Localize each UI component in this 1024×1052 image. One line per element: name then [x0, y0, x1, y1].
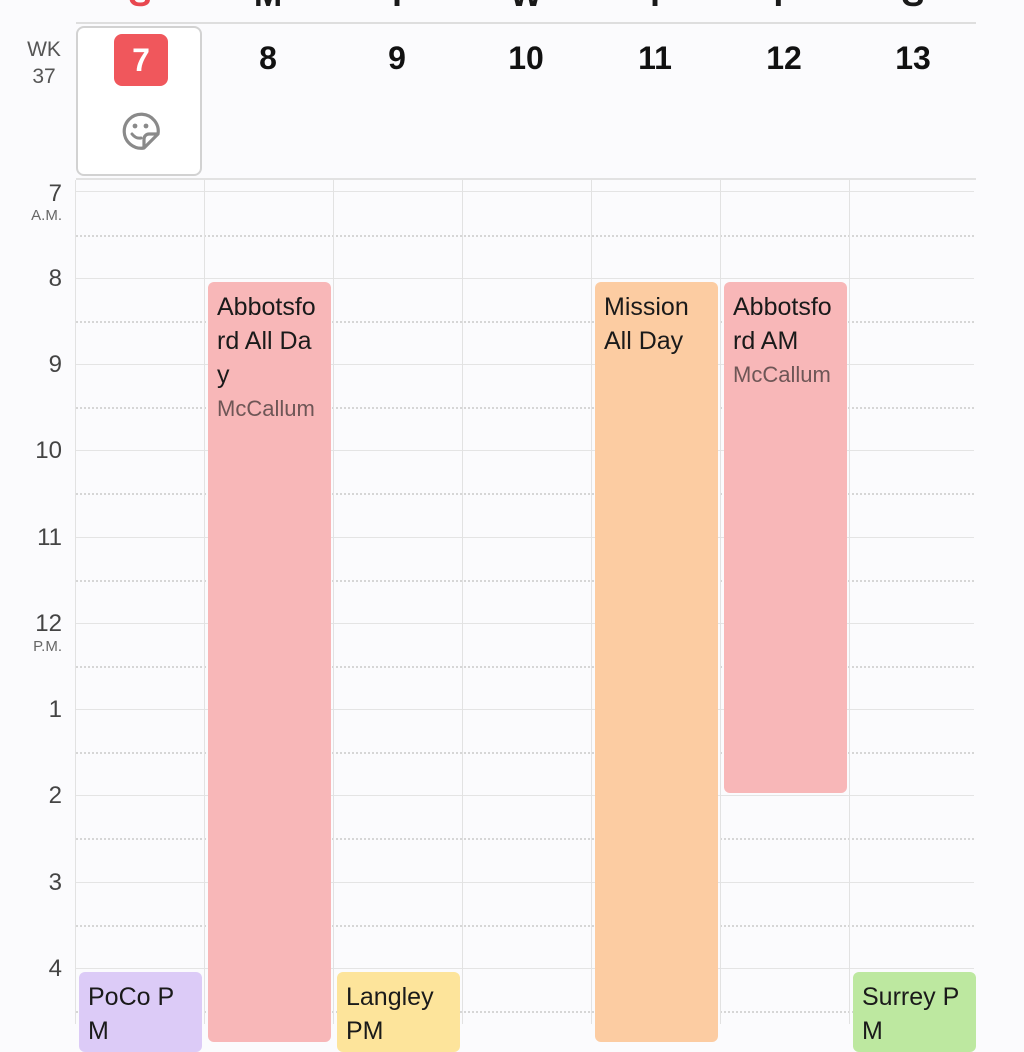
hour-label-2: 2 [48, 782, 62, 809]
day-column-divider [462, 180, 463, 1024]
dow-friday: F [720, 0, 848, 12]
event-location: McCallum [217, 396, 315, 421]
hour-label-3: 3 [48, 869, 62, 896]
date-cell-12[interactable]: 12 [766, 40, 802, 76]
week-number: WK 37 [14, 36, 74, 90]
day-column-divider [75, 180, 76, 1024]
hour-label-4: 4 [48, 955, 62, 982]
date-cell-13[interactable]: 13 [895, 40, 931, 76]
half-hour-line [76, 752, 974, 754]
half-hour-line [76, 838, 974, 840]
event-title: Mission All Day [604, 293, 689, 355]
event-title: Surrey PM [862, 983, 960, 1045]
event-title: PoCo PM [88, 983, 175, 1045]
event-poco-pm[interactable]: PoCo PM [79, 972, 202, 1052]
hour-label-10: 10 [35, 437, 62, 464]
event-langley-pm[interactable]: Langley PM [337, 972, 460, 1052]
day-column-divider [591, 180, 592, 1024]
hour-label-7am: 7 [48, 180, 62, 207]
dow-thursday: T [591, 0, 719, 12]
hour-label-12pm: 12 [35, 610, 62, 637]
sticker-smiley-icon[interactable] [118, 108, 166, 156]
day-column-divider [204, 180, 205, 1024]
half-hour-line [76, 235, 974, 237]
hour-line [76, 364, 974, 365]
today-date-badge: 7 [114, 34, 168, 86]
event-title: Langley PM [346, 983, 434, 1045]
hour-line [76, 968, 974, 969]
date-cell-8[interactable]: 8 [259, 40, 277, 76]
hour-line [76, 709, 974, 710]
event-surrey-pm[interactable]: Surrey PM [853, 972, 976, 1052]
hour-label-8: 8 [48, 265, 62, 292]
hour-label-1: 1 [48, 696, 62, 723]
half-hour-line [76, 407, 974, 409]
half-hour-line [76, 580, 974, 582]
hour-line [76, 537, 974, 538]
event-title: Abbotsford AM [733, 293, 832, 355]
day-column-divider [720, 180, 721, 1024]
hour-line [76, 450, 974, 451]
date-cell-9[interactable]: 9 [388, 40, 406, 76]
event-mission-all-day[interactable]: Mission All Day [595, 282, 718, 1042]
event-title: Abbotsford All Day [217, 293, 316, 389]
hour-line [76, 882, 974, 883]
pm-label: P.M. [33, 638, 62, 655]
grid-top-divider [76, 178, 976, 180]
date-cell-today[interactable]: 7 [76, 26, 202, 176]
dow-sunday: S [76, 0, 204, 12]
week-label: WK [27, 38, 61, 61]
event-location: McCallum [733, 362, 831, 387]
half-hour-line [76, 666, 974, 668]
half-hour-line [76, 925, 974, 927]
dow-wednesday: W [462, 0, 590, 12]
hour-label-9: 9 [48, 351, 62, 378]
event-abbotsford-am[interactable]: Abbotsford AM McCallum [724, 282, 847, 793]
date-cell-11[interactable]: 11 [638, 40, 672, 76]
day-column-divider [333, 180, 334, 1024]
hour-line [76, 623, 974, 624]
hour-line [76, 795, 974, 796]
day-column-divider [849, 180, 850, 1024]
hour-line [76, 278, 974, 279]
week-value: 37 [32, 65, 56, 88]
header-divider [76, 22, 976, 24]
dow-tuesday: T [333, 0, 461, 12]
half-hour-line [76, 321, 974, 323]
hour-line [76, 191, 974, 192]
half-hour-line [76, 493, 974, 495]
dow-saturday: S [849, 0, 977, 12]
half-hour-line [76, 1011, 974, 1013]
event-abbotsford-all-day[interactable]: Abbotsford All Day McCallum [208, 282, 331, 1042]
hour-label-11: 11 [37, 524, 62, 551]
dow-monday: M [204, 0, 332, 12]
am-label: A.M. [31, 207, 62, 224]
date-cell-10[interactable]: 10 [508, 40, 544, 76]
